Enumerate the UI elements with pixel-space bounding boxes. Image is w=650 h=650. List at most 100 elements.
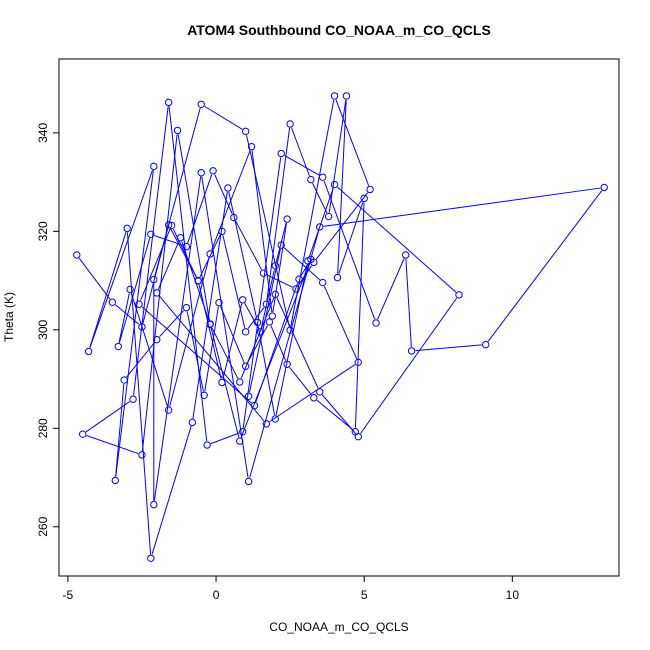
chart-title: ATOM4 Southbound CO_NOAA_m_CO_QCLS	[187, 22, 491, 38]
data-point	[79, 430, 87, 438]
series-segment	[244, 303, 259, 329]
data-point	[123, 224, 131, 233]
data-point	[481, 340, 490, 349]
data-point	[236, 437, 244, 445]
series-segment	[335, 99, 370, 186]
data-point	[407, 347, 416, 355]
series-segment	[260, 269, 275, 328]
series-segment	[89, 232, 127, 348]
series-segment	[240, 297, 275, 379]
data-point	[307, 255, 315, 264]
data-point	[265, 318, 274, 326]
data-point	[259, 269, 268, 277]
series-segment	[118, 237, 151, 343]
series-segment	[220, 306, 245, 363]
data-point	[277, 149, 285, 158]
series-segment	[201, 176, 249, 478]
series-segment	[204, 306, 219, 392]
data-point	[286, 120, 294, 128]
x-axis-label: CO_NOAA_m_CO_QCLS	[269, 620, 408, 634]
data-point	[271, 262, 279, 270]
x-tick-label: -5	[63, 588, 74, 602]
series-segment	[415, 344, 482, 352]
data-point	[218, 227, 226, 236]
series-segment	[172, 228, 197, 278]
data-point	[283, 215, 291, 223]
data-point	[206, 250, 214, 258]
x-tick-label: 10	[506, 588, 520, 602]
data-point	[253, 318, 262, 327]
series-segment	[315, 192, 369, 260]
series-segment	[316, 399, 353, 430]
data-point	[244, 477, 253, 486]
data-point	[129, 395, 137, 403]
series-segment	[323, 187, 601, 227]
data-point	[164, 406, 173, 414]
data-point	[203, 441, 211, 449]
series-segment	[338, 201, 364, 274]
series-segment	[405, 258, 412, 348]
data-point	[239, 296, 247, 304]
series-segment	[290, 99, 335, 327]
series-segment	[269, 364, 356, 423]
x-axis: -5 0 5 10	[63, 576, 520, 602]
data-point	[271, 415, 279, 423]
series-segment	[211, 150, 251, 251]
series-segment	[354, 202, 365, 428]
data-point	[277, 241, 285, 249]
data-point	[114, 342, 122, 351]
data-point	[224, 184, 232, 192]
series-segment	[210, 432, 240, 445]
data-point	[247, 142, 256, 151]
data-point	[354, 432, 362, 441]
data-point	[153, 289, 161, 297]
data-point	[197, 169, 205, 177]
data-point	[84, 347, 93, 356]
series-segment	[198, 284, 222, 379]
data-point	[250, 401, 259, 410]
data-point	[73, 251, 81, 259]
data-point	[120, 376, 128, 384]
data-point	[150, 162, 158, 171]
series-segment	[360, 297, 458, 434]
plot-area	[73, 92, 608, 562]
data-point	[372, 319, 380, 327]
series-segment	[204, 105, 243, 130]
series-segment	[337, 186, 457, 293]
data-point	[354, 358, 362, 367]
data-point	[173, 126, 182, 135]
data-point	[111, 476, 119, 485]
data-point	[241, 127, 250, 136]
series-segment	[85, 401, 131, 433]
series-segment	[126, 342, 155, 378]
y-tick-label: 340	[36, 123, 50, 143]
series-segment	[159, 310, 185, 338]
data-point	[262, 420, 271, 428]
data-point	[138, 451, 146, 459]
series-segment	[228, 191, 258, 319]
data-point	[188, 418, 197, 427]
series-segment	[300, 262, 310, 276]
data-point	[295, 275, 303, 283]
series-segment	[157, 241, 180, 290]
data-point	[316, 223, 324, 231]
series-segment	[276, 297, 319, 389]
data-point	[147, 230, 155, 238]
series-segment	[323, 180, 376, 320]
data-point	[307, 175, 315, 184]
data-point	[401, 251, 410, 259]
data-point	[292, 285, 300, 293]
data-point	[239, 428, 247, 436]
data-point	[182, 303, 191, 312]
data-point	[262, 300, 271, 308]
data-point	[150, 500, 158, 509]
series-segment	[337, 99, 347, 274]
y-axis-label: Theta (K)	[2, 292, 16, 342]
data-point	[206, 320, 214, 328]
data-point	[330, 92, 339, 100]
data-point	[333, 273, 342, 282]
series-segment	[321, 394, 357, 434]
data-point	[182, 242, 191, 251]
